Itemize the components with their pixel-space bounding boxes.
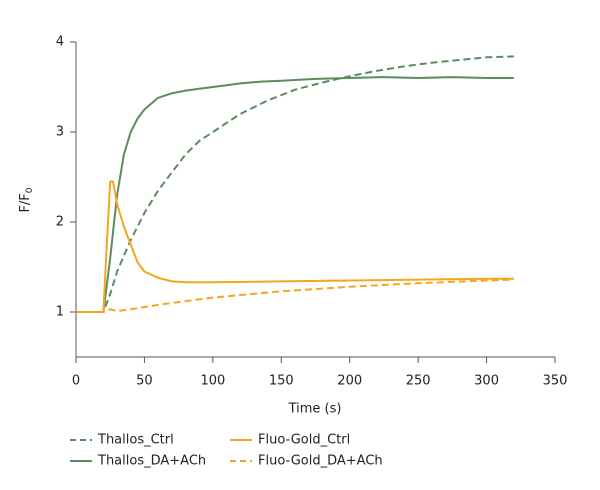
series-line	[76, 76, 514, 313]
x-tick-label: 300	[474, 374, 499, 389]
y-tick-label: 4	[56, 35, 64, 50]
y-tick-label: 1	[56, 305, 64, 320]
legend-label: Fluo-Gold_DA+ACh	[258, 454, 383, 469]
y-tick-label: 3	[56, 125, 64, 140]
series-line	[76, 278, 514, 313]
x-tick-label: 0	[72, 374, 80, 389]
legend-label: Fluo-Gold_Ctrl	[258, 433, 350, 448]
x-tick-label: 350	[543, 374, 568, 389]
x-tick-label: 250	[406, 374, 431, 389]
x-axis-label: Time (s)	[288, 402, 342, 417]
series-line	[76, 180, 514, 313]
x-tick-label: 150	[269, 374, 294, 389]
x-tick-label: 100	[200, 374, 225, 389]
y-axis-label: F/F0	[18, 187, 35, 212]
x-tick-label: 200	[337, 374, 362, 389]
legend-label: Thallos_Ctrl	[97, 433, 174, 448]
legend-label: Thallos_DA+ACh	[97, 454, 206, 469]
series-line	[76, 55, 514, 313]
x-tick-label: 50	[136, 374, 153, 389]
y-label-sub: 0	[25, 187, 35, 193]
y-tick-label: 2	[56, 215, 64, 230]
y-label-main: F/F	[18, 193, 33, 212]
